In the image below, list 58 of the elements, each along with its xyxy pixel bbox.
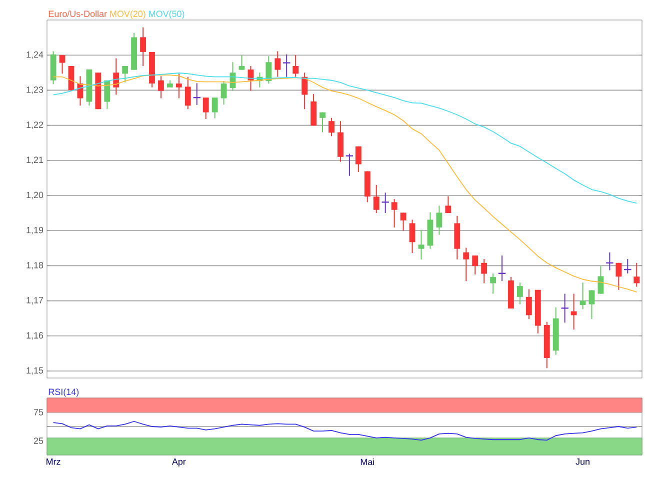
candlestick	[238, 54, 245, 70]
candlestick	[570, 293, 577, 330]
y-tick-label: 75	[34, 409, 44, 416]
candlestick	[184, 76, 191, 110]
x-tick-label: Apr	[172, 458, 186, 467]
x-tick-label: Mai	[360, 458, 374, 466]
candlestick	[212, 97, 218, 119]
candlestick	[158, 76, 164, 99]
candlestick	[634, 262, 640, 288]
candlestick	[320, 112, 326, 133]
candlestick	[77, 76, 84, 106]
candlestick	[472, 255, 478, 275]
y-tick-label: 1,16	[26, 332, 44, 340]
candlestick	[113, 58, 120, 96]
y-tick-label: 1,17	[26, 297, 44, 304]
candlestick	[588, 290, 595, 320]
text: MOV(50)	[149, 10, 184, 19]
candlestick	[445, 196, 452, 214]
candlestick	[481, 258, 488, 284]
candlestick	[526, 288, 532, 320]
candlestick	[292, 54, 299, 78]
candlestick	[274, 50, 281, 78]
x-tick-label: Mrz	[46, 458, 60, 465]
x-tick-label: Jun	[576, 458, 590, 465]
candlestick	[302, 72, 308, 110]
y-tick-label: 1,21	[26, 156, 44, 164]
text: RSI(14)	[48, 388, 79, 397]
candlestick	[490, 272, 496, 294]
y-tick-label: 1,23	[26, 86, 44, 94]
candlestick	[122, 65, 128, 83]
candlestick	[104, 80, 110, 110]
candlestick	[391, 198, 398, 228]
candlestick	[516, 282, 523, 305]
candlestick	[140, 26, 146, 66]
y-tick-label: 1,19	[26, 226, 44, 234]
candlestick	[616, 262, 622, 290]
y-tick-label: 1,22	[26, 122, 44, 129]
text: MOV(20)	[110, 10, 146, 19]
y-tick-label: 1,24	[26, 51, 44, 59]
candlestick	[59, 54, 66, 74]
candlestick	[598, 266, 604, 294]
candlestick	[418, 229, 424, 260]
candlestick	[436, 205, 442, 236]
candlestick	[176, 73, 182, 99]
chart-title: Euro/Us-Dollar	[48, 10, 107, 18]
y-tick-label: 1,18	[26, 262, 44, 270]
candlestick	[220, 80, 227, 106]
y-tick-label: 25	[34, 438, 44, 444]
candlestick	[355, 146, 362, 172]
y-tick-label: 1,20	[26, 192, 44, 200]
candlestick	[400, 212, 406, 232]
candlestick	[266, 56, 272, 84]
candlestick	[328, 117, 334, 137]
y-tick-label: 1,15	[26, 367, 44, 375]
candlestick	[373, 184, 380, 214]
candlestick	[202, 97, 209, 120]
candlestick	[409, 219, 416, 254]
candlestick	[463, 247, 470, 282]
